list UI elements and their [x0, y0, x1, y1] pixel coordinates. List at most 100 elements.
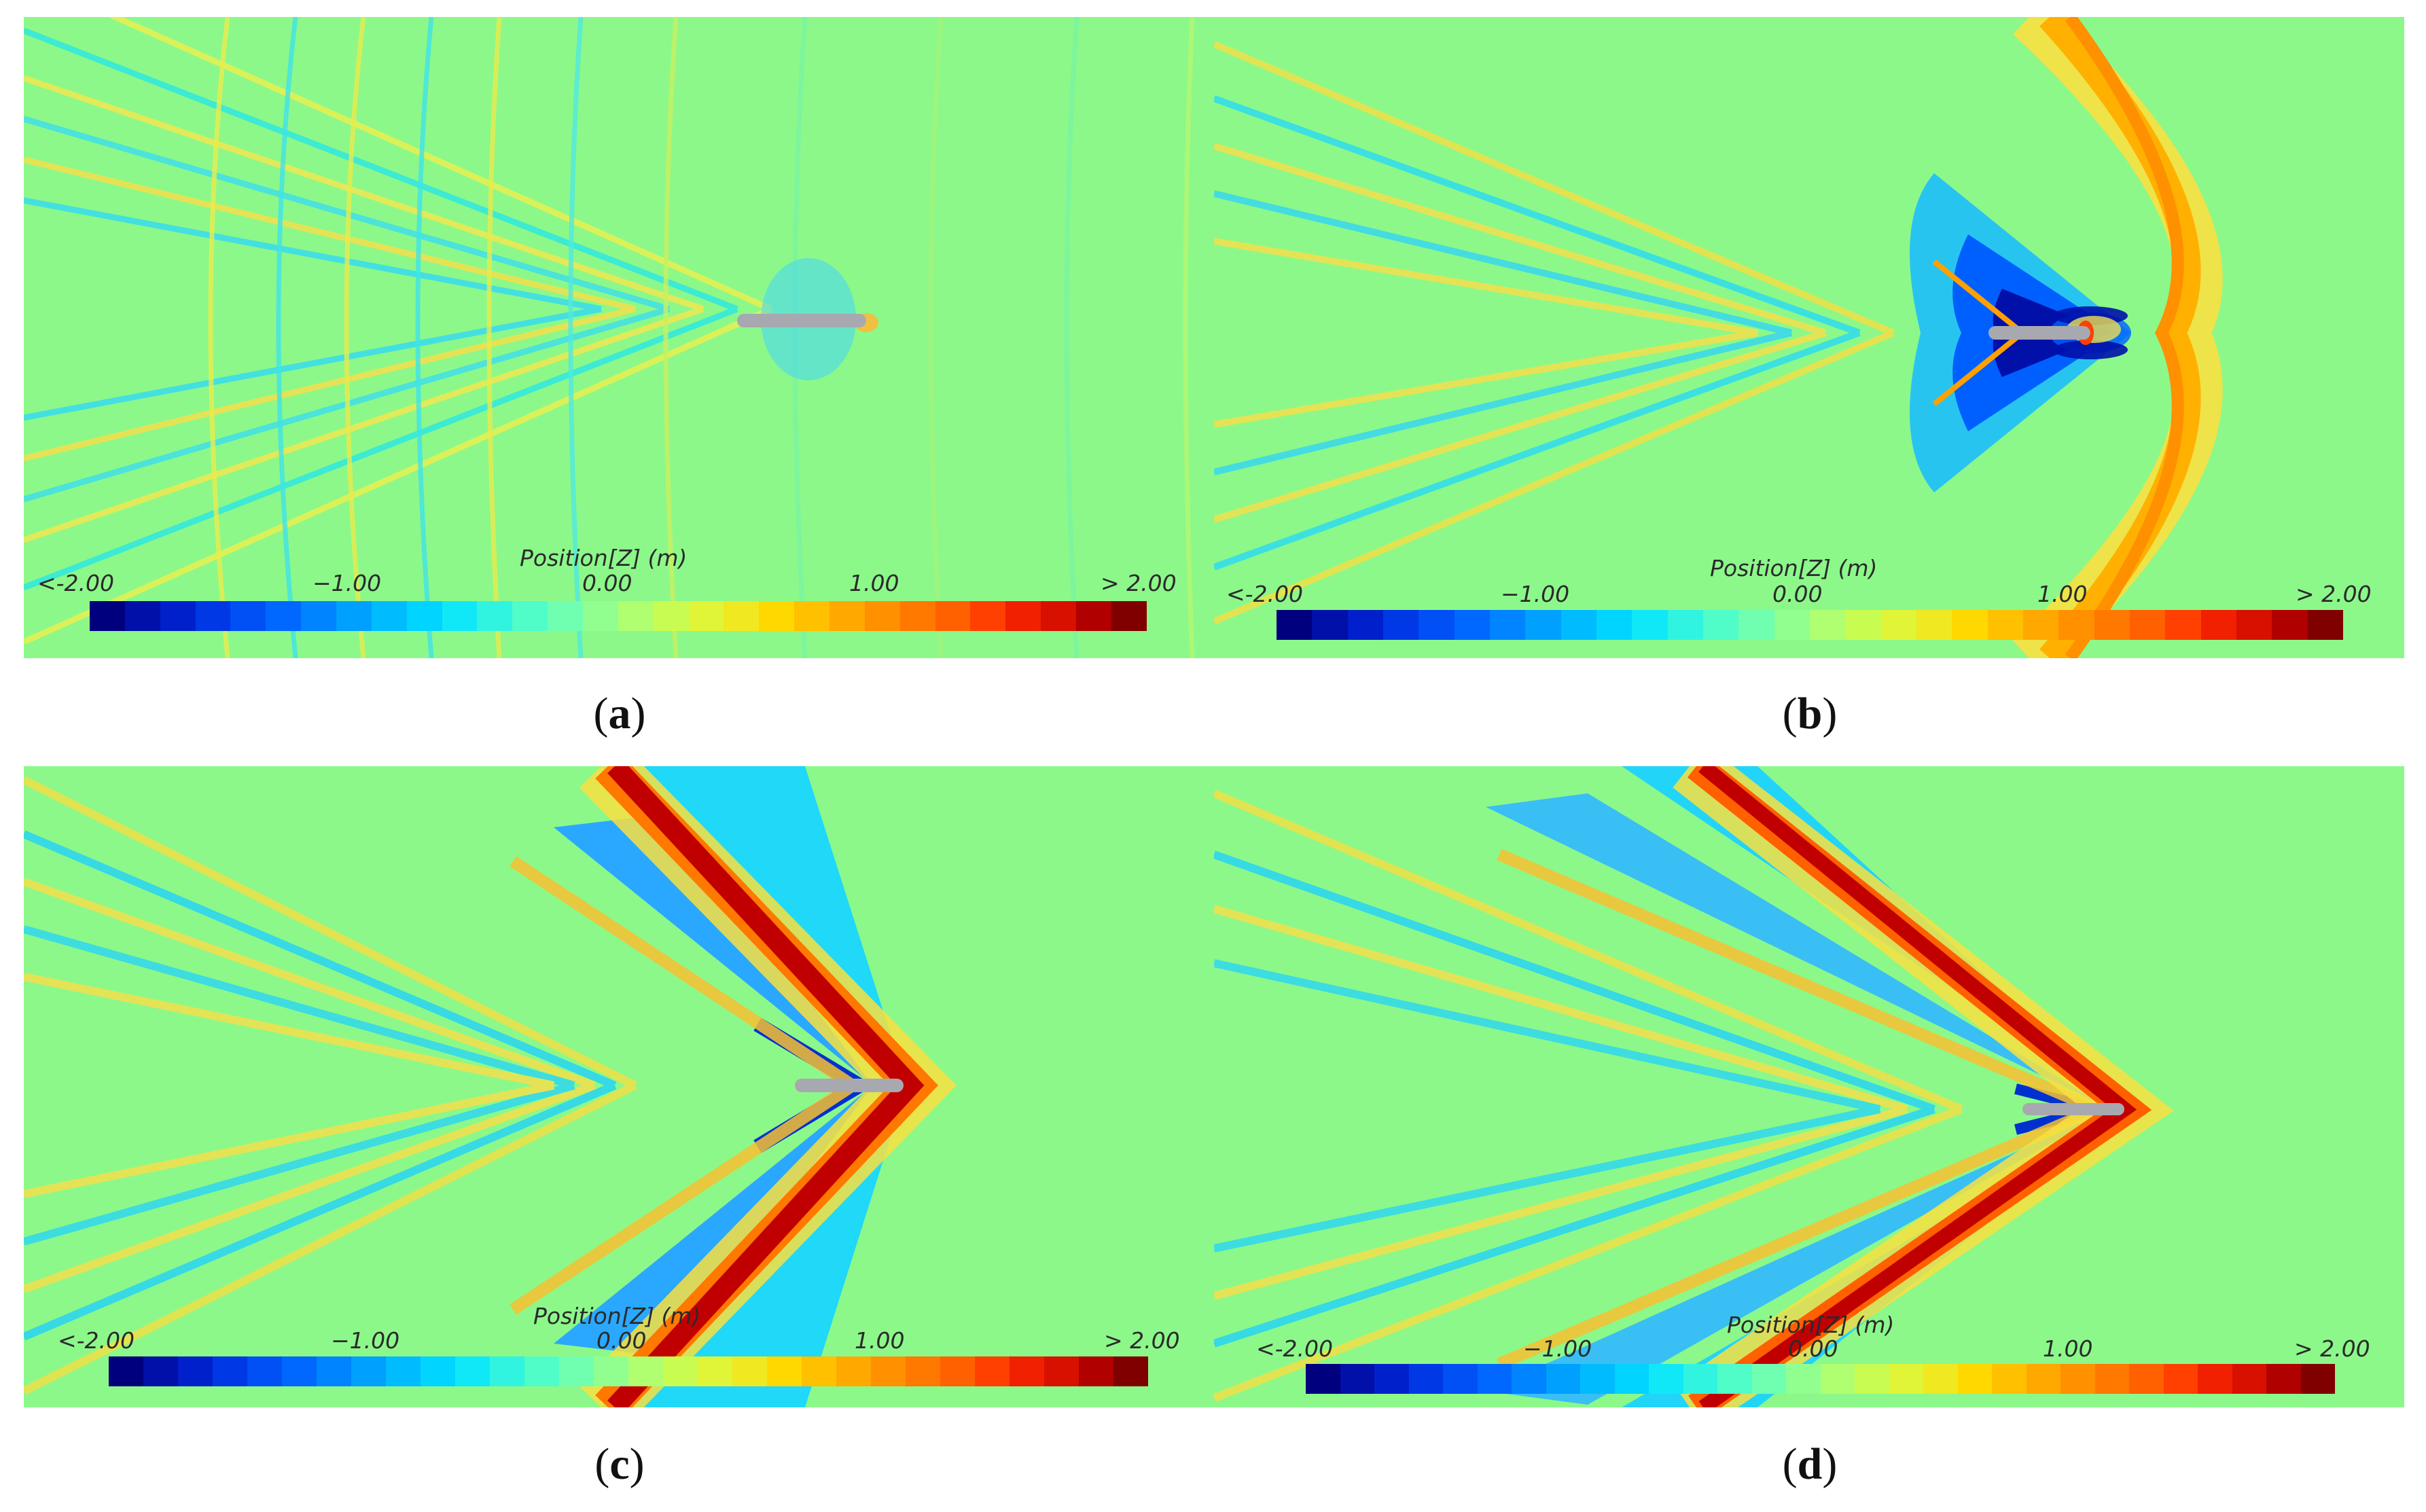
- colorbar-tick-b-3: 1.00: [2037, 581, 2088, 607]
- colorbar-swatch: [767, 1356, 802, 1386]
- colorbar-swatch: [906, 1356, 940, 1386]
- colorbar-swatch: [2236, 610, 2272, 640]
- colorbar-swatch: [1419, 610, 1455, 640]
- colorbar-swatch: [1667, 610, 1703, 640]
- colorbar-tick-c-3: 1.00: [855, 1327, 905, 1354]
- colorbar-swatch: [1880, 610, 1916, 640]
- caption-a: (a): [593, 689, 646, 738]
- colorbar-swatch: [1347, 610, 1383, 640]
- colorbar-tick-c-0: <-2.00: [58, 1327, 135, 1354]
- colorbar-swatch: [1443, 1364, 1478, 1394]
- colorbar-swatch: [830, 601, 865, 631]
- colorbar-swatch: [1340, 1364, 1374, 1394]
- colorbar-swatch: [1632, 610, 1668, 640]
- colorbar-swatch: [618, 601, 654, 631]
- colorbar-tick-b-0: <-2.00: [1226, 581, 1304, 607]
- colorbar-swatch: [802, 1356, 836, 1386]
- colorbar-swatch: [2272, 610, 2308, 640]
- colorbar-swatch: [143, 1356, 178, 1386]
- colorbar-tick-b-4: > 2.00: [2296, 581, 2372, 607]
- colorbar-swatch: [282, 1356, 317, 1386]
- colorbar-swatch: [628, 1356, 663, 1386]
- colorbar-swatch: [512, 601, 548, 631]
- colorbar-swatch: [1489, 610, 1526, 640]
- colorbar-swatch: [247, 1356, 282, 1386]
- colorbar-swatch: [2163, 1364, 2198, 1394]
- colorbar-swatch: [970, 601, 1006, 631]
- colorbar-swatch: [90, 601, 125, 631]
- colorbar-swatch: [109, 1356, 143, 1386]
- colorbar-title-a: Position[Z] (m): [520, 545, 688, 571]
- wave-field-panel-c: Position[Z] (m) <-2.00 −1.00 0.00 1.00 >…: [24, 766, 1214, 1407]
- colorbar-swatch: [2200, 610, 2236, 640]
- colorbar-swatch: [2165, 610, 2201, 640]
- colorbar-swatch: [2129, 1364, 2164, 1394]
- colorbar-swatch: [724, 601, 760, 631]
- colorbar-swatch: [1374, 1364, 1409, 1394]
- colorbar-tick-a-0: <-2.00: [37, 570, 115, 596]
- colorbar-swatch: [2198, 1364, 2232, 1394]
- colorbar-swatch: [1477, 1364, 1512, 1394]
- wave-contour-d: [1214, 766, 2404, 1407]
- colorbar-swatch: [124, 601, 160, 631]
- caption-c: (c): [594, 1439, 645, 1489]
- colorbar-tick-a-4: > 2.00: [1101, 570, 1177, 596]
- colorbar-swatch: [1809, 610, 1846, 640]
- colorbar-tick-b-2: 0.00: [1772, 581, 1823, 607]
- colorbar-swatch: [940, 1356, 975, 1386]
- colorbar-swatch: [2026, 1364, 2061, 1394]
- colorbar-swatch: [2232, 1364, 2266, 1394]
- ship-hull-c: [795, 1079, 904, 1092]
- colorbar-swatch: [1987, 610, 2023, 640]
- colorbar-tick-d-2: 0.00: [1788, 1335, 1838, 1362]
- colorbar-tick-a-2: 0.00: [582, 570, 632, 596]
- colorbar-swatch: [1312, 610, 1348, 640]
- colorbar-swatch: [2129, 610, 2166, 640]
- colorbar-swatch: [266, 601, 302, 631]
- colorbar-swatch: [1005, 601, 1041, 631]
- ship-hull-b: [1988, 326, 2090, 340]
- colorbar-swatch: [1738, 610, 1774, 640]
- colorbar-swatch: [1820, 1364, 1855, 1394]
- colorbar-swatch: [1923, 1364, 1958, 1394]
- colorbar-swatch: [2022, 610, 2059, 640]
- colorbar-swatch: [794, 601, 830, 631]
- colorbar-swatch: [386, 1356, 421, 1386]
- colorbar-swatch: [559, 1356, 594, 1386]
- colorbar-swatch: [336, 601, 372, 631]
- colorbar-swatch: [871, 1356, 906, 1386]
- colorbar-swatch: [594, 1356, 628, 1386]
- colorbar-a: [90, 601, 1147, 631]
- colorbar-swatch: [1454, 610, 1490, 640]
- colorbar-title-d: Position[Z] (m): [1727, 1312, 1895, 1338]
- colorbar-tick-a-1: −1.00: [313, 570, 382, 596]
- colorbar-swatch: [2094, 610, 2130, 640]
- colorbar-swatch: [2300, 1364, 2335, 1394]
- colorbar-swatch: [1408, 1364, 1443, 1394]
- wave-contour-b: [1214, 17, 2404, 658]
- colorbar-swatch: [371, 601, 407, 631]
- colorbar-swatch: [406, 601, 442, 631]
- colorbar-swatch: [1916, 610, 1952, 640]
- colorbar-swatch: [1649, 1364, 1683, 1394]
- colorbar-tick-d-3: 1.00: [2043, 1335, 2093, 1362]
- colorbar-tick-d-1: −1.00: [1523, 1335, 1592, 1362]
- colorbar-swatch: [1717, 1364, 1752, 1394]
- wave-field-panel-d: Position[Z] (m) <-2.00 −1.00 0.00 1.00 >…: [1214, 766, 2404, 1407]
- colorbar-swatch: [1041, 601, 1077, 631]
- colorbar-swatch: [899, 601, 935, 631]
- colorbar-swatch: [301, 601, 337, 631]
- colorbar-swatch: [663, 1356, 698, 1386]
- colorbar-swatch: [1113, 1356, 1148, 1386]
- colorbar-swatch: [1580, 1364, 1615, 1394]
- colorbar-swatch: [548, 601, 584, 631]
- ship-hull-a: [737, 314, 866, 327]
- colorbar-swatch: [2058, 610, 2094, 640]
- colorbar-c: [109, 1356, 1148, 1386]
- colorbar-swatch: [583, 601, 618, 631]
- colorbar-swatch: [1952, 610, 1988, 640]
- colorbar-swatch: [1845, 610, 1881, 640]
- colorbar-swatch: [1855, 1364, 1889, 1394]
- colorbar-swatch: [836, 1356, 871, 1386]
- colorbar-swatch: [524, 1356, 559, 1386]
